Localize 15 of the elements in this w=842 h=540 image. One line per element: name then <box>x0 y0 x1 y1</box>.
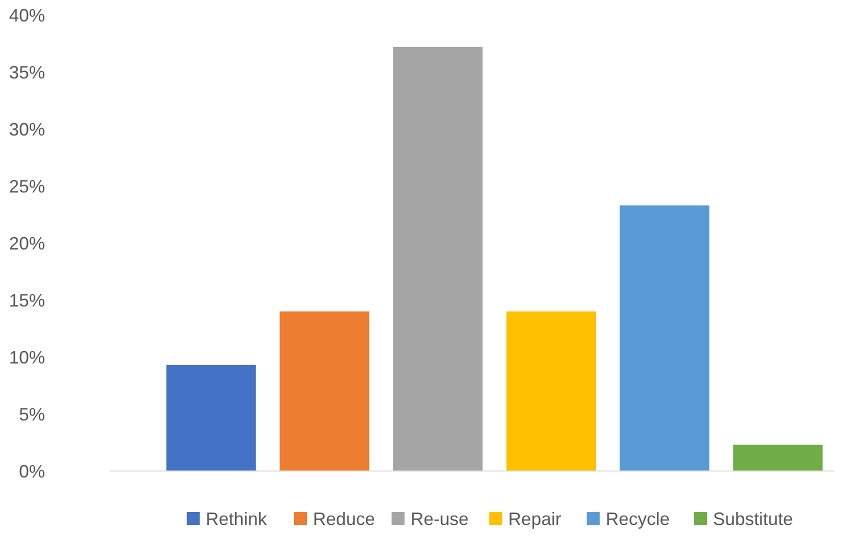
y-tick-label: 15% <box>8 290 45 310</box>
legend-label: Reduce <box>313 509 376 529</box>
y-tick-label: 40% <box>8 5 45 26</box>
legend-label: Substitute <box>713 509 794 529</box>
y-tick-label: 25% <box>8 176 45 196</box>
y-tick-label: 5% <box>18 404 45 424</box>
y-tick-label: 0% <box>18 461 45 482</box>
legend-label: Re-use <box>410 509 469 529</box>
y-tick-label: 20% <box>8 233 45 254</box>
legend-label: Repair <box>508 509 562 529</box>
y-tick-label: 30% <box>8 119 45 140</box>
legend-label: Recycle <box>606 509 670 529</box>
y-tick-label: 35% <box>8 62 45 82</box>
y-tick-label: 10% <box>8 347 45 368</box>
legend-label: Rethink <box>206 509 268 529</box>
